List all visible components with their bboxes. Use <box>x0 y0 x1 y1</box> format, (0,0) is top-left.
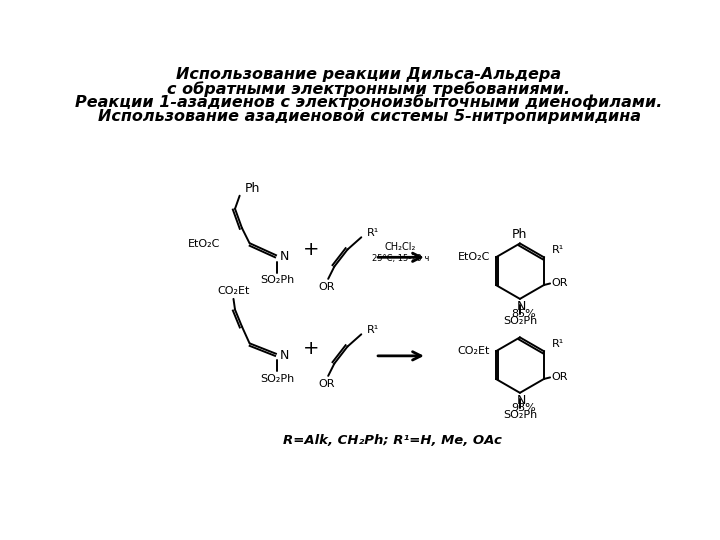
Text: CO₂Et: CO₂Et <box>217 286 250 296</box>
Text: R¹: R¹ <box>552 245 564 254</box>
Text: 85%: 85% <box>511 309 536 319</box>
Text: N: N <box>279 250 289 263</box>
Text: SO₂Ph: SO₂Ph <box>260 374 294 384</box>
Text: Реакции 1-азадиенов с электроноизбыточными диенофилами.: Реакции 1-азадиенов с электроноизбыточны… <box>76 94 662 110</box>
Text: 25°C, 15-20 ч: 25°C, 15-20 ч <box>372 254 429 264</box>
Text: R¹: R¹ <box>366 325 379 335</box>
Text: R¹: R¹ <box>366 228 379 238</box>
Text: OR: OR <box>552 373 568 382</box>
Text: CH₂Cl₂: CH₂Cl₂ <box>385 242 416 252</box>
Text: с обратными электронными требованиями.: с обратными электронными требованиями. <box>168 81 570 97</box>
Text: OR: OR <box>318 379 335 389</box>
Text: N: N <box>279 349 289 362</box>
Text: 93%: 93% <box>511 403 536 413</box>
Text: SO₂Ph: SO₂Ph <box>503 316 537 326</box>
Text: EtO₂C: EtO₂C <box>188 239 220 249</box>
Text: N: N <box>517 300 526 313</box>
Text: OR: OR <box>552 279 568 288</box>
Text: CO₂Et: CO₂Et <box>457 346 490 356</box>
Text: EtO₂C: EtO₂C <box>457 252 490 262</box>
Text: R¹: R¹ <box>552 339 564 348</box>
Text: R=Alk, CH₂Ph; R¹=H, Me, OAc: R=Alk, CH₂Ph; R¹=H, Me, OAc <box>283 434 502 447</box>
Text: +: + <box>303 240 320 259</box>
Text: N: N <box>517 394 526 407</box>
Text: SO₂Ph: SO₂Ph <box>260 275 294 286</box>
Text: Использование азадиеновой системы 5-нитропиримидина: Использование азадиеновой системы 5-нитр… <box>97 109 641 124</box>
Text: OR: OR <box>318 281 335 292</box>
Text: +: + <box>303 339 320 357</box>
Text: Использование реакции Дильса-Альдера: Использование реакции Дильса-Альдера <box>176 68 562 82</box>
Text: Ph: Ph <box>245 183 261 195</box>
Text: SO₂Ph: SO₂Ph <box>503 410 537 420</box>
Text: Ph: Ph <box>512 228 528 241</box>
